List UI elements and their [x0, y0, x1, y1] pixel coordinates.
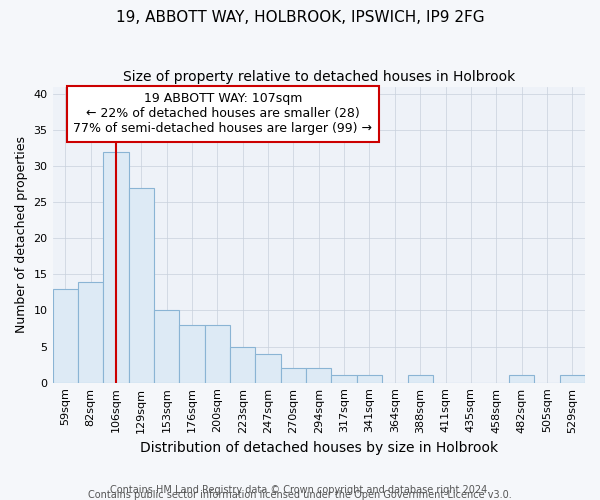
Text: 19, ABBOTT WAY, HOLBROOK, IPSWICH, IP9 2FG: 19, ABBOTT WAY, HOLBROOK, IPSWICH, IP9 2…: [116, 10, 484, 25]
Bar: [331, 376, 357, 382]
Bar: [560, 376, 585, 382]
Bar: [179, 325, 205, 382]
Bar: [281, 368, 306, 382]
Text: Contains HM Land Registry data © Crown copyright and database right 2024.: Contains HM Land Registry data © Crown c…: [110, 485, 490, 495]
Bar: [103, 152, 128, 382]
Bar: [128, 188, 154, 382]
Text: 19 ABBOTT WAY: 107sqm
← 22% of detached houses are smaller (28)
77% of semi-deta: 19 ABBOTT WAY: 107sqm ← 22% of detached …: [73, 92, 373, 136]
Bar: [230, 346, 256, 382]
Bar: [407, 376, 433, 382]
Bar: [256, 354, 281, 382]
Bar: [53, 289, 78, 382]
X-axis label: Distribution of detached houses by size in Holbrook: Distribution of detached houses by size …: [140, 441, 498, 455]
Title: Size of property relative to detached houses in Holbrook: Size of property relative to detached ho…: [122, 70, 515, 84]
Bar: [205, 325, 230, 382]
Text: Contains public sector information licensed under the Open Government Licence v3: Contains public sector information licen…: [88, 490, 512, 500]
Bar: [509, 376, 534, 382]
Bar: [78, 282, 103, 382]
Bar: [306, 368, 331, 382]
Bar: [154, 310, 179, 382]
Bar: [357, 376, 382, 382]
Y-axis label: Number of detached properties: Number of detached properties: [15, 136, 28, 333]
